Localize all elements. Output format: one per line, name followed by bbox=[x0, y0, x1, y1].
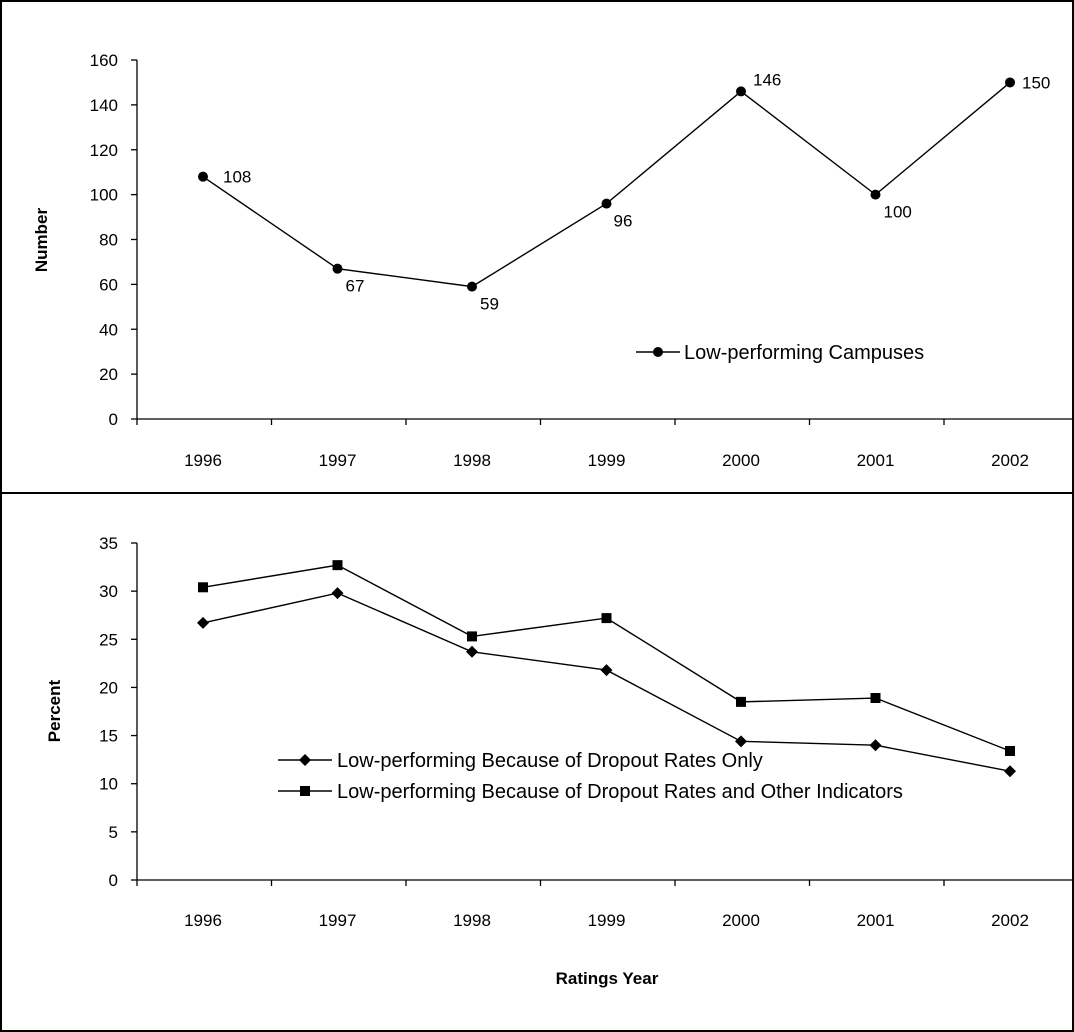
square-marker bbox=[332, 560, 343, 571]
circle-marker bbox=[198, 171, 208, 182]
diamond-marker bbox=[1004, 765, 1016, 778]
y-tick-label: 20 bbox=[99, 678, 118, 697]
series-line bbox=[202, 81, 1011, 288]
y-tick-label: 140 bbox=[90, 96, 118, 115]
x-axis-title: Ratings Year bbox=[556, 969, 659, 988]
square-marker bbox=[736, 696, 746, 707]
x-tick-label: 2002 bbox=[991, 911, 1029, 930]
square-marker bbox=[601, 613, 612, 624]
y-tick-label: 160 bbox=[90, 51, 118, 70]
y-tick-label: 120 bbox=[90, 141, 118, 160]
y-tick-label: 10 bbox=[99, 775, 118, 794]
diamond-marker bbox=[197, 616, 209, 629]
data-label: 67 bbox=[346, 277, 365, 296]
circle-marker bbox=[467, 281, 477, 292]
y-tick-label: 20 bbox=[99, 365, 118, 384]
data-label: 146 bbox=[753, 70, 781, 89]
diamond-marker bbox=[331, 587, 344, 600]
diamond-marker bbox=[735, 735, 747, 748]
x-tick-label: 1999 bbox=[588, 451, 626, 470]
x-tick-label: 2001 bbox=[857, 451, 895, 470]
series-line bbox=[202, 564, 1011, 752]
x-tick-label: 1998 bbox=[453, 911, 491, 930]
y-tick-label: 0 bbox=[109, 410, 118, 429]
x-tick-label: 2001 bbox=[857, 911, 895, 930]
campuses-line-chart: 0 20 40 60 80 100 120 140 160 1996 1997 1998 1999 200… bbox=[32, 51, 1074, 470]
x-tick-label: 1996 bbox=[184, 451, 222, 470]
data-label: 108 bbox=[223, 168, 251, 187]
square-marker bbox=[467, 631, 477, 642]
percent-line-chart: 0 5 10 15 20 25 30 35 1996 1997 1998 1999 2000 2001 20… bbox=[45, 534, 1074, 988]
x-tick-label: 1999 bbox=[588, 911, 626, 930]
y-tick-label: 5 bbox=[109, 823, 118, 842]
diamond-marker bbox=[466, 645, 478, 658]
y-tick-label: 80 bbox=[99, 231, 118, 250]
legend-label: Low-performing Because of Dropout Rates … bbox=[337, 781, 903, 803]
legend-square-marker bbox=[300, 786, 310, 796]
x-tick-label: 2002 bbox=[991, 451, 1029, 470]
circle-marker bbox=[736, 86, 746, 97]
legend-label: Low-performing Because of Dropout Rates … bbox=[337, 750, 763, 772]
square-marker bbox=[198, 582, 208, 593]
legend-circle-marker bbox=[653, 347, 663, 357]
square-marker bbox=[1005, 745, 1015, 756]
square-marker bbox=[870, 693, 881, 704]
y-axis-title: Percent bbox=[45, 679, 64, 742]
diamond-marker bbox=[869, 739, 882, 752]
y-tick-label: 40 bbox=[99, 320, 118, 339]
x-tick-label: 1997 bbox=[319, 911, 357, 930]
x-tick-label: 1996 bbox=[184, 911, 222, 930]
legend-diamond-marker bbox=[299, 754, 311, 766]
circle-marker bbox=[601, 198, 612, 209]
data-label: 59 bbox=[480, 295, 499, 314]
x-tick-label: 1998 bbox=[453, 451, 491, 470]
y-tick-label: 15 bbox=[99, 727, 118, 746]
legend-label: Low-performing Campuses bbox=[684, 342, 924, 364]
y-tick-label: 25 bbox=[99, 630, 118, 649]
x-tick-label: 2000 bbox=[722, 911, 760, 930]
x-tick-label: 2000 bbox=[722, 451, 760, 470]
circle-marker bbox=[332, 263, 343, 274]
data-label: 150 bbox=[1022, 73, 1050, 92]
y-tick-label: 100 bbox=[90, 186, 118, 205]
data-label: 100 bbox=[884, 203, 912, 222]
x-tick-label: 1997 bbox=[319, 451, 357, 470]
circle-marker bbox=[870, 189, 881, 200]
y-tick-label: 30 bbox=[99, 582, 118, 601]
data-label: 96 bbox=[614, 212, 633, 231]
y-tick-label: 0 bbox=[109, 871, 118, 890]
y-tick-label: 60 bbox=[99, 275, 118, 294]
diamond-marker bbox=[600, 664, 613, 677]
circle-marker bbox=[1005, 77, 1015, 88]
y-axis-title: Number bbox=[32, 208, 51, 273]
y-tick-label: 35 bbox=[99, 534, 118, 553]
